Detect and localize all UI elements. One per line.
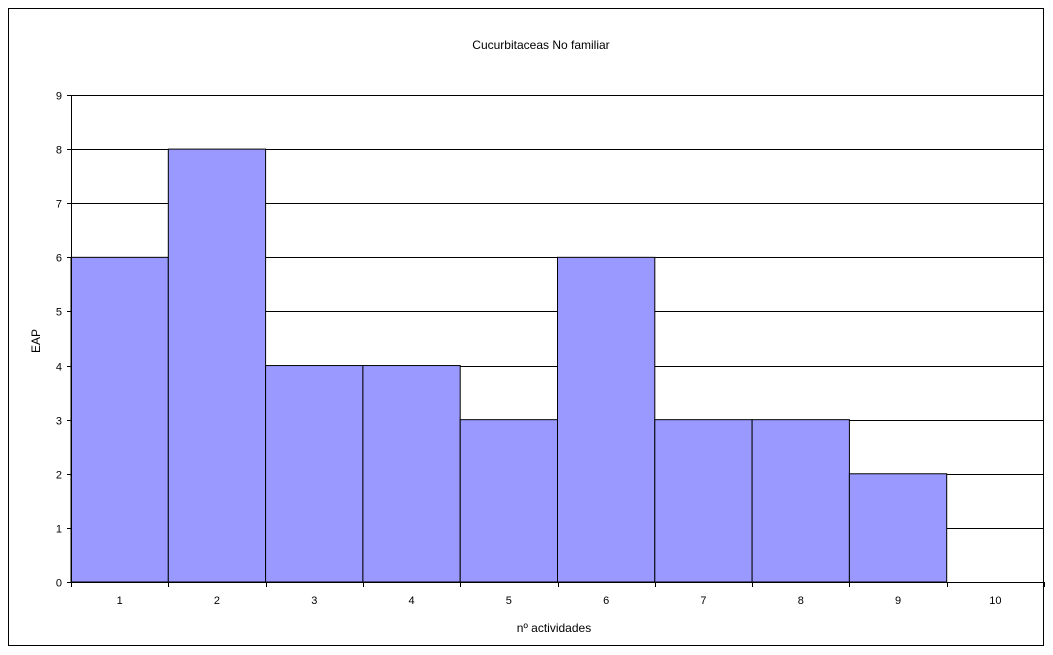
bar bbox=[557, 256, 656, 583]
chart-title: Cucurbitaceas No familiar bbox=[472, 38, 609, 52]
y-tick-label: 9 bbox=[56, 91, 62, 103]
y-tick-label: 5 bbox=[56, 307, 62, 319]
y-tick-label: 7 bbox=[56, 199, 62, 211]
bar bbox=[265, 365, 364, 583]
bar bbox=[362, 365, 461, 583]
y-tick-label: 2 bbox=[56, 470, 62, 482]
bar bbox=[848, 473, 948, 583]
y-tick-label: 0 bbox=[56, 578, 62, 590]
y-tick-label: 4 bbox=[56, 362, 62, 374]
x-axis-label: nº actividades bbox=[517, 621, 591, 635]
x-tick-label: 5 bbox=[506, 595, 512, 607]
y-axis-label: EAP bbox=[29, 329, 43, 353]
x-tick-label: 3 bbox=[311, 595, 317, 607]
x-tick-label: 2 bbox=[214, 595, 220, 607]
y-tick-labels: 0 1 2 3 4 5 6 7 8 9 bbox=[56, 91, 62, 590]
x-tick-labels: 1 2 3 4 5 6 7 8 9 10 bbox=[117, 595, 1002, 607]
y-tick-label: 8 bbox=[56, 145, 62, 157]
y-tick-label: 6 bbox=[56, 253, 62, 265]
bar bbox=[751, 419, 850, 583]
axes bbox=[67, 95, 1045, 587]
x-tick-label: 6 bbox=[603, 595, 609, 607]
bar bbox=[70, 256, 169, 583]
bar bbox=[654, 419, 753, 583]
y-tick-label: 1 bbox=[56, 524, 62, 536]
bar bbox=[459, 419, 559, 583]
x-tick-label: 10 bbox=[989, 595, 1001, 607]
x-tick-label: 8 bbox=[798, 595, 804, 607]
x-tick-label: 7 bbox=[700, 595, 706, 607]
x-tick-label: 4 bbox=[408, 595, 414, 607]
y-tick-label: 3 bbox=[56, 416, 62, 428]
bars bbox=[70, 148, 948, 583]
bar bbox=[167, 148, 267, 583]
x-tick-label: 1 bbox=[117, 595, 123, 607]
x-tick-label: 9 bbox=[895, 595, 901, 607]
